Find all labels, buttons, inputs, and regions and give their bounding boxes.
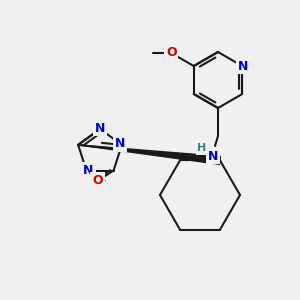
Text: N: N (95, 122, 105, 134)
Text: O: O (92, 174, 103, 187)
Text: N: N (83, 164, 94, 177)
Text: H: H (197, 143, 207, 153)
Text: N: N (238, 59, 248, 73)
Text: N: N (115, 137, 125, 150)
Text: N: N (208, 149, 218, 163)
Text: O: O (166, 46, 176, 59)
Polygon shape (78, 145, 220, 164)
